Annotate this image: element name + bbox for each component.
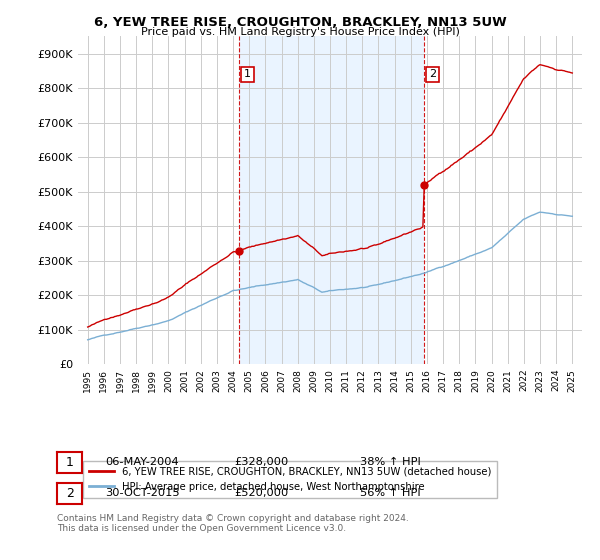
Text: 56% ↑ HPI: 56% ↑ HPI (360, 488, 421, 498)
Text: Contains HM Land Registry data © Crown copyright and database right 2024.
This d: Contains HM Land Registry data © Crown c… (57, 514, 409, 533)
Text: 6, YEW TREE RISE, CROUGHTON, BRACKLEY, NN13 5UW: 6, YEW TREE RISE, CROUGHTON, BRACKLEY, N… (94, 16, 506, 29)
Text: 38% ↑ HPI: 38% ↑ HPI (360, 457, 421, 467)
Text: 30-OCT-2015: 30-OCT-2015 (105, 488, 179, 498)
Text: 1: 1 (65, 456, 74, 469)
Bar (239, 36, 424, 364)
Text: Price paid vs. HM Land Registry's House Price Index (HPI): Price paid vs. HM Land Registry's House … (140, 27, 460, 37)
Text: £520,000: £520,000 (234, 488, 288, 498)
Text: £328,000: £328,000 (234, 457, 288, 467)
Text: 06-MAY-2004: 06-MAY-2004 (105, 457, 179, 467)
Text: 2: 2 (429, 69, 436, 80)
Text: 1: 1 (244, 69, 251, 80)
Text: 2: 2 (65, 487, 74, 500)
Legend: 6, YEW TREE RISE, CROUGHTON, BRACKLEY, NN13 5UW (detached house), HPI: Average p: 6, YEW TREE RISE, CROUGHTON, BRACKLEY, N… (83, 461, 497, 498)
